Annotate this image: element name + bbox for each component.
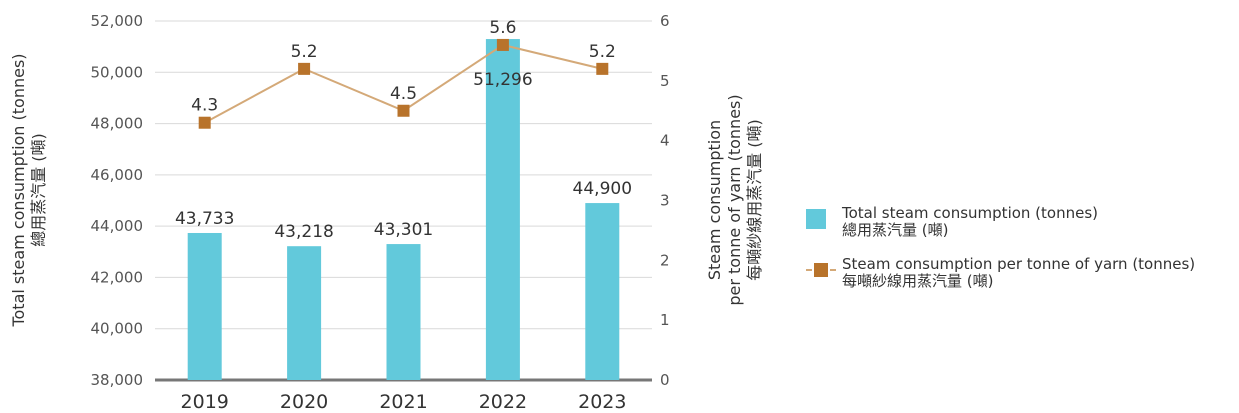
left-tick-label: 42,000 xyxy=(91,268,144,286)
right-axis-ticks: 0 1 2 3 4 5 6 xyxy=(660,12,670,389)
bar xyxy=(585,203,620,380)
line-data-label: 5.2 xyxy=(589,42,616,62)
right-tick-label: 1 xyxy=(660,311,670,329)
right-tick-label: 3 xyxy=(660,192,670,210)
left-tick-label: 52,000 xyxy=(91,12,144,30)
line-series xyxy=(198,38,609,129)
combo-chart: 38,000 40,000 42,000 44,000 46,000 48,000 50,0… xyxy=(9,12,764,413)
right-axis-title-line2: per tonne of yarn (tonnes) xyxy=(725,94,744,305)
left-tick-label: 44,000 xyxy=(91,217,144,235)
bar-series xyxy=(187,39,620,380)
category-axis: 2019 2020 2021 2022 2023 xyxy=(181,391,627,413)
legend-line-swatch xyxy=(806,260,836,280)
legend-label-total-zh: 總用蒸汽量 (噸) xyxy=(842,221,949,239)
category-label: 2019 xyxy=(181,391,229,413)
bar xyxy=(187,232,222,380)
legend-bar-swatch xyxy=(806,209,826,229)
legend-item-total: Total steam consumption (tonnes) 總用蒸汽量 (… xyxy=(806,205,1195,239)
category-label: 2021 xyxy=(379,391,427,413)
right-axis-title-zh: 每噸紗線用蒸汽量 (噸) xyxy=(745,119,764,281)
line-data-label: 5.2 xyxy=(291,42,318,62)
legend-label-per-tonne: Steam consumption per tonne of yarn (ton… xyxy=(842,255,1196,273)
right-tick-label: 2 xyxy=(660,251,670,269)
line-marker xyxy=(397,104,410,117)
category-label: 2020 xyxy=(280,391,328,413)
right-tick-label: 0 xyxy=(660,371,670,389)
line-marker xyxy=(298,62,311,75)
bar-data-label: 43,301 xyxy=(374,220,433,240)
bar-data-label: 44,900 xyxy=(573,179,632,199)
left-axis-title: Total steam consumption (tonnes) xyxy=(9,53,28,327)
left-axis-ticks: 38,000 40,000 42,000 44,000 46,000 48,000 50,0… xyxy=(91,12,144,389)
category-label: 2023 xyxy=(578,391,626,413)
bar-data-label: 43,218 xyxy=(274,222,333,242)
left-tick-label: 48,000 xyxy=(91,115,144,133)
bar xyxy=(287,246,322,380)
bar-data-label: 43,733 xyxy=(175,209,234,229)
legend-label-total: Total steam consumption (tonnes) xyxy=(842,204,1099,222)
category-label: 2022 xyxy=(479,391,527,413)
line-data-label: 4.3 xyxy=(191,96,218,116)
legend-item-per-tonne: Steam consumption per tonne of yarn (ton… xyxy=(806,256,1195,290)
bar xyxy=(386,244,421,380)
legend: Total steam consumption (tonnes) 總用蒸汽量 (… xyxy=(806,205,1195,290)
left-tick-label: 38,000 xyxy=(91,371,144,389)
data-labels: 43,733 43,218 43,301 51,296 44,900 4.3 5.2 4.5 5… xyxy=(175,18,632,242)
right-tick-label: 4 xyxy=(660,132,670,150)
line-data-label: 5.6 xyxy=(489,18,516,38)
left-axis-title-zh: 總用蒸汽量 (噸) xyxy=(29,133,48,247)
line-marker xyxy=(496,38,509,51)
bar-data-label: 51,296 xyxy=(473,70,532,90)
right-tick-label: 5 xyxy=(660,72,670,90)
left-tick-label: 50,000 xyxy=(91,63,144,81)
gridlines xyxy=(155,20,652,382)
line-marker xyxy=(198,116,211,129)
bar xyxy=(485,39,520,380)
line-marker xyxy=(596,62,609,75)
left-tick-label: 46,000 xyxy=(91,166,144,184)
right-tick-label: 6 xyxy=(660,12,670,30)
left-tick-label: 40,000 xyxy=(91,320,144,338)
right-axis-title-line1: Steam consumption xyxy=(705,120,724,280)
line-data-label: 4.5 xyxy=(390,84,417,104)
legend-label-per-tonne-zh: 每噸紗線用蒸汽量 (噸) xyxy=(842,272,994,290)
